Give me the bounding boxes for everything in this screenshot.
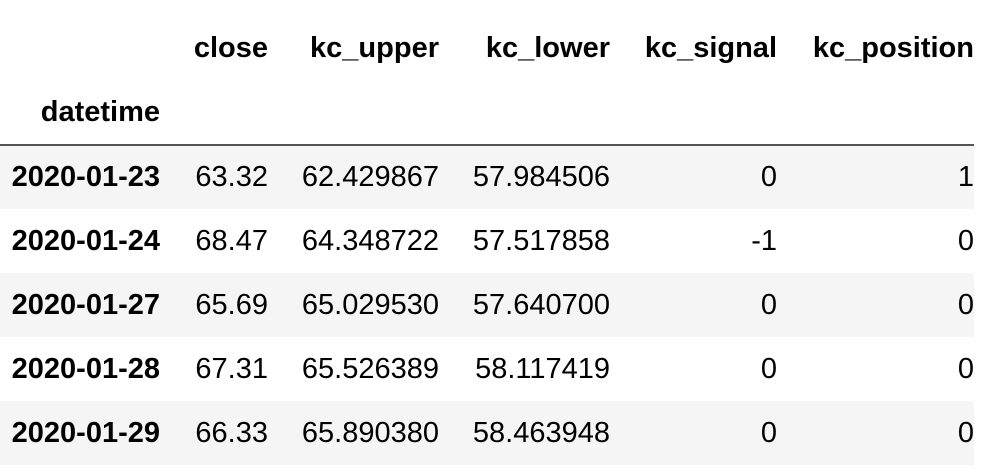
empty-header-cell xyxy=(268,80,439,145)
column-header-kc-lower: kc_lower xyxy=(485,31,610,64)
column-header-close: close xyxy=(193,31,268,64)
table-row: 2020-01-24 68.47 64.348722 57.517858 -1 … xyxy=(0,209,974,273)
cell-kc-signal: 0 xyxy=(760,352,777,385)
cell-close: 65.69 xyxy=(195,288,268,321)
cell-kc-position: 0 xyxy=(957,352,974,385)
cell-kc-position: 0 xyxy=(957,416,974,449)
cell-kc-position: 0 xyxy=(957,224,974,257)
cell-kc-lower: 57.640700 xyxy=(472,288,610,321)
column-header-kc-upper: kc_upper xyxy=(310,31,439,64)
empty-header-cell xyxy=(439,80,610,145)
cell-kc-signal: 0 xyxy=(760,161,777,193)
cell-close: 67.31 xyxy=(195,352,268,385)
table-body: 2020-01-23 63.32 62.429867 57.984506 0 1… xyxy=(0,145,974,465)
row-index: 2020-01-29 xyxy=(11,416,160,449)
empty-header-cell xyxy=(610,80,777,145)
index-name-header: datetime xyxy=(40,95,160,128)
row-index: 2020-01-28 xyxy=(11,352,160,385)
cell-kc-lower: 57.517858 xyxy=(472,224,610,257)
cell-kc-upper: 65.526389 xyxy=(301,352,439,385)
cell-kc-lower: 58.463948 xyxy=(472,416,610,449)
cell-close: 68.47 xyxy=(195,224,268,257)
cell-kc-upper: 64.348722 xyxy=(301,224,439,257)
header-corner xyxy=(0,16,160,80)
cell-close: 66.33 xyxy=(195,416,268,449)
index-header-row: datetime xyxy=(0,80,974,145)
empty-header-cell xyxy=(160,80,268,145)
table-header: close kc_upper kc_lower kc_signal kc_pos… xyxy=(0,16,974,145)
cell-close: 63.32 xyxy=(195,161,268,193)
cell-kc-position: 1 xyxy=(957,161,974,193)
empty-header-cell xyxy=(777,80,974,145)
table-row: 2020-01-23 63.32 62.429867 57.984506 0 1 xyxy=(0,145,974,209)
cell-kc-position: 0 xyxy=(957,288,974,321)
column-header-row: close kc_upper kc_lower kc_signal kc_pos… xyxy=(0,16,974,80)
table-row: 2020-01-27 65.69 65.029530 57.640700 0 0 xyxy=(0,273,974,337)
cell-kc-lower: 58.117419 xyxy=(475,352,610,385)
row-index: 2020-01-23 xyxy=(11,161,160,193)
cell-kc-upper: 65.890380 xyxy=(301,416,439,449)
cell-kc-signal: 0 xyxy=(760,288,777,321)
cell-kc-signal: 0 xyxy=(760,416,777,449)
table-row: 2020-01-29 66.33 65.890380 58.463948 0 0 xyxy=(0,401,974,465)
table-row: 2020-01-28 67.31 65.526389 58.117419 0 0 xyxy=(0,337,974,401)
cell-kc-lower: 57.984506 xyxy=(472,161,610,193)
cell-kc-signal: -1 xyxy=(751,224,777,257)
column-header-kc-position: kc_position xyxy=(812,31,974,64)
row-index: 2020-01-24 xyxy=(11,224,160,257)
column-header-kc-signal: kc_signal xyxy=(644,31,777,64)
cell-kc-upper: 65.029530 xyxy=(301,288,439,321)
dataframe-table: close kc_upper kc_lower kc_signal kc_pos… xyxy=(0,16,974,465)
row-index: 2020-01-27 xyxy=(11,288,160,321)
cell-kc-upper: 62.429867 xyxy=(301,161,439,193)
